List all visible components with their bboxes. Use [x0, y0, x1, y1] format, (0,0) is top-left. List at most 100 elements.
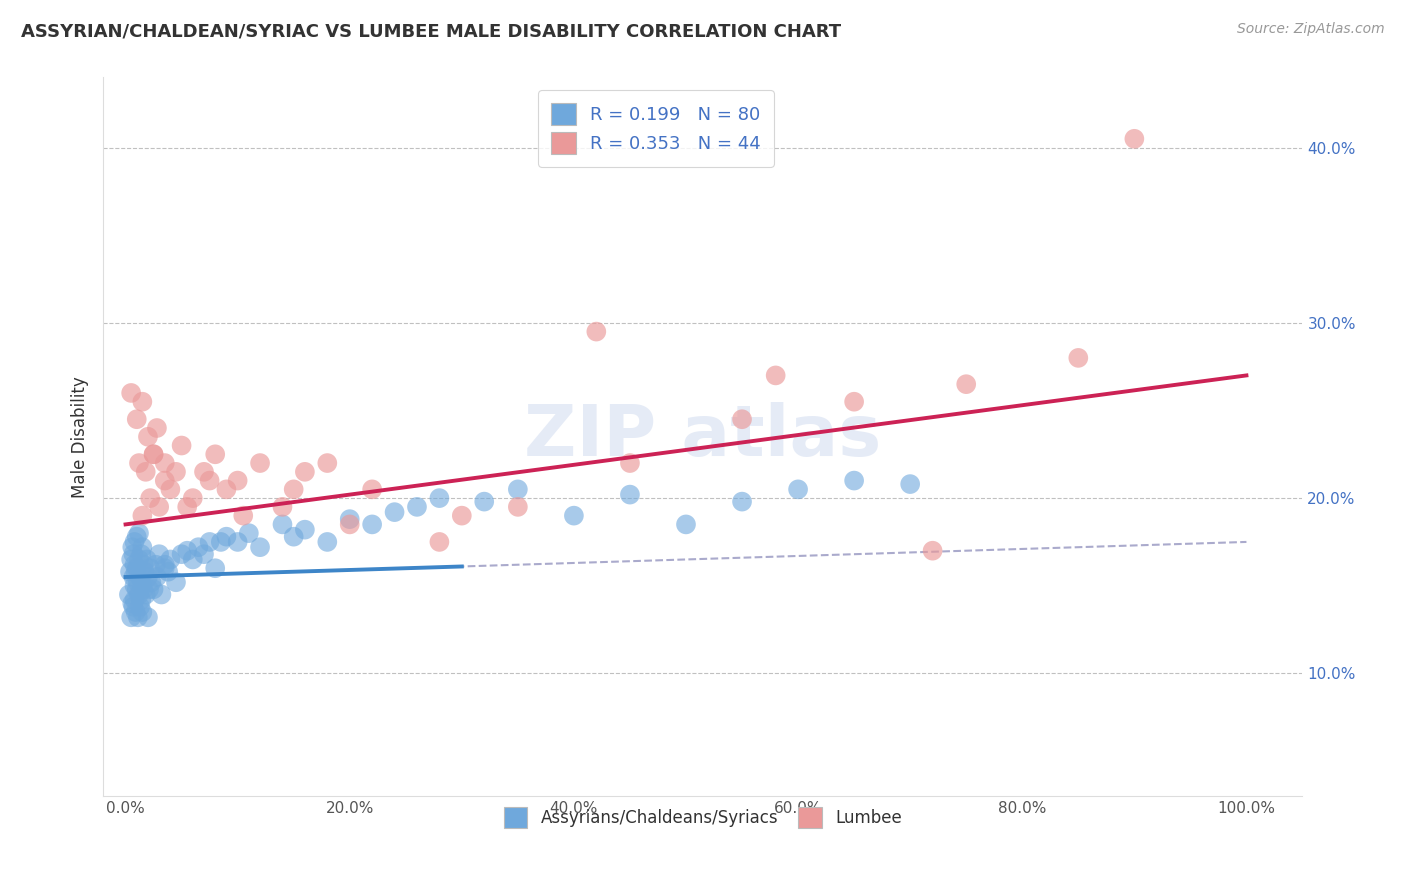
Point	[842, 394, 865, 409]
Legend: Assyrians/Chaldeans/Syriacs, Lumbee: Assyrians/Chaldeans/Syriacs, Lumbee	[498, 801, 908, 835]
Point	[506, 500, 529, 514]
Point	[765, 368, 787, 383]
Point	[226, 474, 249, 488]
Point	[141, 575, 163, 590]
Point	[316, 456, 339, 470]
Point	[294, 523, 316, 537]
Point	[135, 587, 157, 601]
Point	[127, 610, 149, 624]
Point	[283, 530, 305, 544]
Point	[675, 517, 697, 532]
Point	[361, 483, 384, 497]
Point	[125, 530, 148, 544]
Point	[125, 412, 148, 426]
Point	[131, 540, 153, 554]
Point	[842, 474, 865, 488]
Point	[731, 494, 754, 508]
Point	[193, 465, 215, 479]
Point	[170, 438, 193, 452]
Point	[129, 547, 152, 561]
Point	[148, 500, 170, 514]
Point	[176, 500, 198, 514]
Point	[134, 565, 156, 579]
Point	[165, 465, 187, 479]
Point	[562, 508, 585, 523]
Point	[131, 394, 153, 409]
Point	[204, 561, 226, 575]
Text: Source: ZipAtlas.com: Source: ZipAtlas.com	[1237, 22, 1385, 37]
Point	[271, 500, 294, 514]
Point	[181, 491, 204, 505]
Point	[118, 565, 141, 579]
Point	[136, 610, 159, 624]
Point	[198, 535, 221, 549]
Point	[128, 526, 150, 541]
Point	[232, 508, 254, 523]
Text: ASSYRIAN/CHALDEAN/SYRIAC VS LUMBEE MALE DISABILITY CORRELATION CHART: ASSYRIAN/CHALDEAN/SYRIAC VS LUMBEE MALE …	[21, 22, 841, 40]
Point	[128, 587, 150, 601]
Point	[361, 517, 384, 532]
Point	[153, 558, 176, 572]
Point	[132, 582, 155, 597]
Point	[165, 575, 187, 590]
Point	[153, 561, 176, 575]
Point	[142, 582, 165, 597]
Point	[128, 552, 150, 566]
Point	[204, 447, 226, 461]
Text: ZIP atlas: ZIP atlas	[524, 402, 882, 471]
Point	[129, 592, 152, 607]
Y-axis label: Male Disability: Male Disability	[72, 376, 89, 498]
Point	[135, 552, 157, 566]
Point	[142, 447, 165, 461]
Point	[131, 579, 153, 593]
Point	[136, 570, 159, 584]
Point	[138, 582, 160, 597]
Point	[731, 412, 754, 426]
Point	[124, 605, 146, 619]
Point	[429, 535, 451, 549]
Point	[135, 465, 157, 479]
Point	[118, 587, 141, 601]
Point	[131, 605, 153, 619]
Point	[215, 530, 238, 544]
Point	[153, 474, 176, 488]
Point	[125, 561, 148, 575]
Point	[120, 610, 142, 624]
Point	[121, 596, 143, 610]
Point	[129, 599, 152, 614]
Point	[159, 483, 181, 497]
Point	[148, 547, 170, 561]
Point	[787, 483, 810, 497]
Point	[125, 582, 148, 597]
Point	[121, 540, 143, 554]
Point	[122, 547, 145, 561]
Point	[129, 570, 152, 584]
Point	[124, 535, 146, 549]
Point	[619, 487, 641, 501]
Point	[249, 456, 271, 470]
Point	[127, 575, 149, 590]
Point	[1123, 132, 1146, 146]
Point	[145, 558, 167, 572]
Point	[271, 517, 294, 532]
Point	[122, 570, 145, 584]
Point	[585, 325, 607, 339]
Point	[215, 483, 238, 497]
Point	[122, 599, 145, 614]
Point	[921, 543, 943, 558]
Point	[128, 456, 150, 470]
Point	[142, 447, 165, 461]
Point	[124, 565, 146, 579]
Point	[150, 587, 173, 601]
Point	[124, 592, 146, 607]
Point	[132, 558, 155, 572]
Point	[146, 421, 169, 435]
Point	[146, 570, 169, 584]
Point	[450, 508, 472, 523]
Point	[157, 565, 180, 579]
Point	[139, 561, 162, 575]
Point	[187, 540, 209, 554]
Point	[153, 456, 176, 470]
Point	[170, 547, 193, 561]
Point	[429, 491, 451, 505]
